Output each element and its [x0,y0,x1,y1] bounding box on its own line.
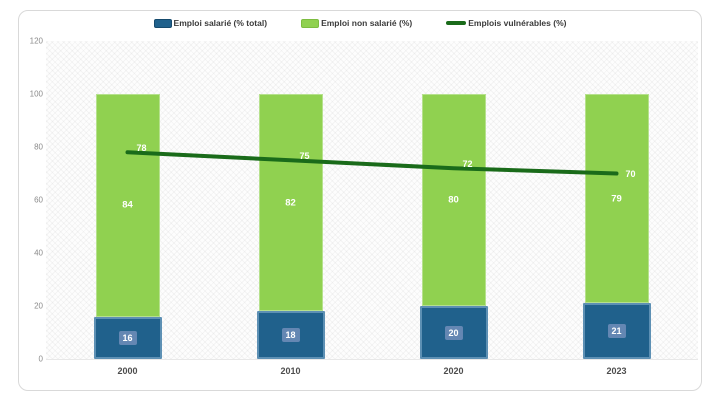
x-axis-label-2020: 2020 [443,366,464,376]
y-axis-tick-80: 80 [34,142,43,152]
bar-value-label-emploi-non-salarie-2023: 79 [611,193,622,205]
legend-label: Emploi salarié (% total) [173,18,268,28]
legend-square-swatch-1 [301,18,320,28]
bar-segment-emploi-non-salarie-2023[interactable] [584,94,649,304]
plot-area: 16 84 18 82 20 80 21 79 78 75 72 70 [46,41,698,360]
legend-item-emploi-non-salarie[interactable]: Emploi non salarié (%) [301,18,412,28]
line-value-label-emplois-vulnerables-2010: 75 [299,151,310,162]
legend-square-swatch-0 [153,18,172,28]
line-value-label-emplois-vulnerables-2020: 72 [462,159,473,170]
bar-segment-emploi-non-salarie-2020[interactable] [421,94,486,306]
bar-segment-emploi-salarie-total-2000[interactable] [93,316,162,359]
y-axis-tick-20: 20 [34,301,43,311]
y-axis-tick-100: 100 [29,89,43,99]
legend-item-emploi-salarie-total[interactable]: Emploi salarié (% total) [153,18,268,28]
x-axis-label-2010: 2010 [280,366,301,376]
bar-segment-emploi-non-salarie-2010[interactable] [258,94,323,312]
legend-line-swatch-2 [446,21,467,25]
bar-value-label-emploi-salarie-total-2023: 21 [607,324,626,339]
bar-value-label-emploi-salarie-total-2000: 16 [118,330,137,345]
legend-label: Emploi non salarié (%) [321,18,413,28]
chart-legend: Emploi salarié (% total) Emploi non salar… [19,18,701,28]
legend-label: Emplois vulnérables (%) [468,18,567,28]
chart-card: Emploi salarié (% total) Emploi non salar… [18,10,702,391]
y-axis-tick-40: 40 [34,248,43,258]
bar-value-label-emploi-non-salarie-2000: 84 [122,199,133,211]
y-axis-tick-60: 60 [34,195,43,205]
bar-value-label-emploi-salarie-total-2020: 20 [444,325,463,340]
vulnerable-employment-line[interactable] [46,41,698,359]
line-path-emplois-vulnerables [125,150,619,176]
x-axis-label-2023: 2023 [606,366,627,376]
bar-segment-emploi-non-salarie-2000[interactable] [95,94,160,317]
y-axis-tick-0: 0 [38,354,43,364]
y-axis-tick-120: 120 [29,36,43,46]
line-value-label-emplois-vulnerables-2023: 70 [625,168,636,179]
bar-value-label-emploi-non-salarie-2020: 80 [448,194,459,206]
bar-value-label-emploi-salarie-total-2010: 18 [281,328,300,343]
line-value-label-emplois-vulnerables-2000: 78 [136,143,147,154]
bar-value-label-emploi-non-salarie-2010: 82 [285,197,296,209]
legend-item-emplois-vulnerables[interactable]: Emplois vulnérables (%) [446,18,566,28]
x-axis-label-2000: 2000 [117,366,138,376]
